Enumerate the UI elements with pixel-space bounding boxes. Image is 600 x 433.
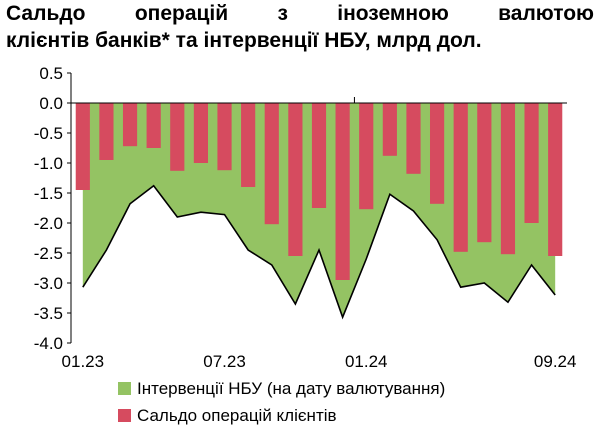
legend-swatch-interventions — [118, 382, 131, 395]
client-balance-bar — [217, 103, 232, 171]
x-tick-label: 07.23 — [203, 352, 246, 371]
client-balance-bar — [311, 103, 327, 208]
y-tick-label: -4.0 — [34, 334, 63, 353]
y-tick-label: 0.0 — [39, 94, 63, 113]
x-tick-label: 09.24 — [534, 352, 577, 371]
legend-label-client-balance: Сальдо операцій клієнтів — [137, 405, 337, 425]
client-balance-bar — [75, 103, 90, 190]
client-balance-bar — [335, 103, 350, 280]
legend-label-interventions: Інтервенції НБУ (на дату валютування) — [137, 378, 446, 398]
legend-item-client-balance: Сальдо операцій клієнтів — [118, 402, 445, 429]
client-balance-bar — [241, 103, 256, 187]
legend: Інтервенції НБУ (на дату валютування) Са… — [118, 375, 445, 429]
client-balance-bar — [264, 103, 279, 225]
y-tick-label: 0.5 — [39, 64, 63, 83]
y-tick-label: -2.0 — [34, 214, 63, 233]
client-balance-bar — [99, 103, 114, 160]
x-tick-label: 01.23 — [62, 352, 105, 371]
x-tick-label: 01.24 — [345, 352, 388, 371]
client-balance-bar — [500, 103, 516, 255]
chart-title-line-1: Сальдо операцій з іноземною валютою — [6, 2, 594, 25]
y-tick-label: -1.0 — [34, 154, 63, 173]
client-balance-bar — [477, 103, 492, 243]
chart-plot: 0.50.0-0.5-1.0-1.5-2.0-2.5-3.0-3.5-4.001… — [34, 64, 577, 371]
y-tick-label: -3.5 — [34, 304, 63, 323]
legend-swatch-client-balance — [118, 409, 131, 422]
y-tick-label: -0.5 — [34, 124, 63, 143]
client-balance-bar — [359, 103, 374, 210]
y-tick-label: -1.5 — [34, 184, 63, 203]
client-balance-bar — [193, 103, 208, 163]
client-balance-bar — [146, 103, 161, 148]
client-balance-bar — [122, 103, 138, 147]
client-balance-bar — [170, 103, 185, 171]
client-balance-bar — [548, 103, 563, 256]
chart-title-line-2: клієнтів банків* та інтервенції НБУ, млр… — [6, 29, 482, 52]
y-tick-label: -3.0 — [34, 274, 63, 293]
interventions-line — [82, 184, 556, 320]
client-balance-bar — [430, 103, 445, 204]
client-balance-bar — [382, 103, 397, 156]
client-balance-bar — [288, 103, 303, 256]
y-tick-label: -2.5 — [34, 244, 63, 263]
client-balance-bar — [453, 103, 468, 252]
chart-title: Сальдо операцій з іноземною валютою кліє… — [6, 0, 594, 54]
client-balance-bar — [406, 103, 421, 174]
legend-item-interventions: Інтервенції НБУ (на дату валютування) — [118, 375, 445, 402]
client-balance-bar — [524, 103, 539, 223]
